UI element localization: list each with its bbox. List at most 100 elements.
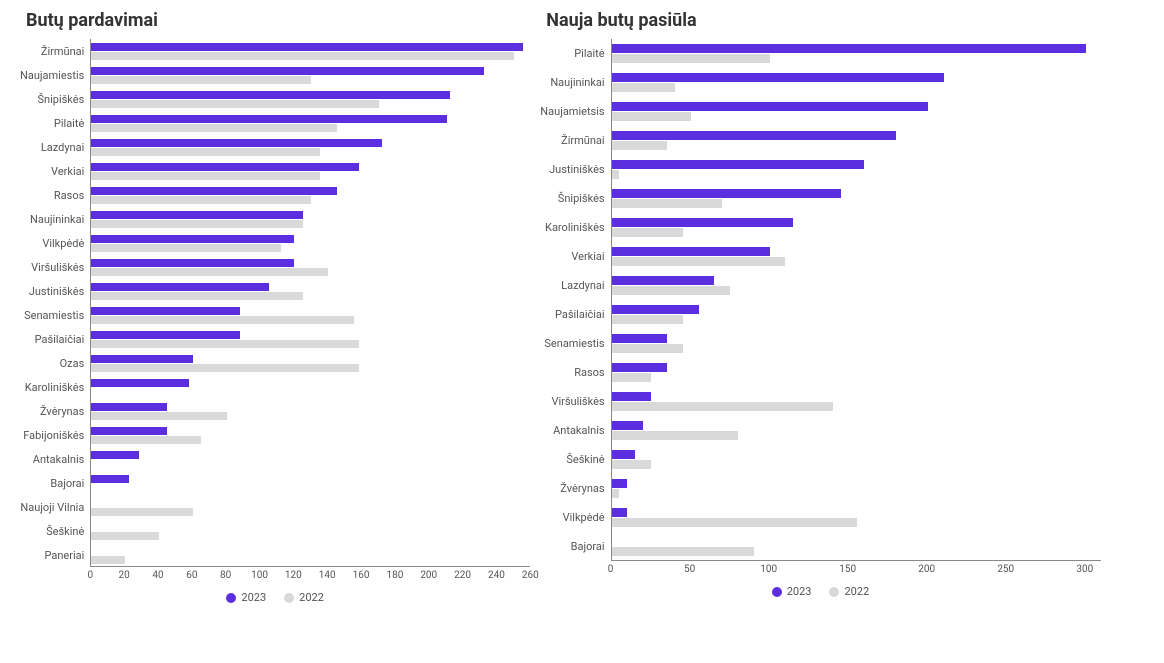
sales-chart-x-tick: 20: [119, 570, 130, 581]
sales-chart-row: [91, 63, 530, 87]
supply-chart-bar-2022: [612, 344, 683, 353]
sales-chart-bar-2022: [91, 436, 201, 444]
supply-chart-bar-2022: [612, 518, 857, 527]
supply-chart-y-label: Pašilaičiai: [540, 300, 604, 329]
supply-chart-bar-2023: [612, 392, 652, 401]
sales-chart-row: [91, 231, 530, 255]
supply-chart-bar-2023: [612, 73, 944, 82]
sales-chart-bar-2022: [91, 268, 328, 276]
supply-chart-y-label: Vilkpėdė: [540, 503, 604, 532]
swatch-icon: [284, 593, 294, 603]
sales-chart-y-label: Antakalnis: [20, 447, 84, 471]
sales-chart-row: [91, 375, 530, 399]
sales-chart-bar-2022: [91, 340, 358, 348]
supply-chart-bar-2023: [612, 189, 841, 198]
supply-chart-row: [612, 416, 1101, 445]
supply-chart-y-label: Naujamietsis: [540, 97, 604, 126]
supply-chart-y-label: Antakalnis: [540, 416, 604, 445]
supply-chart-bar-2023: [612, 305, 699, 314]
supply-chart-bar-2023: [612, 334, 667, 343]
supply-chart-bar-2023: [612, 276, 715, 285]
supply-chart-bar-2022: [612, 257, 786, 266]
sales-chart-bar-2023: [91, 403, 167, 411]
supply-chart-title: Nauja butų pasiūla: [540, 10, 1100, 31]
supply-chart-row: [612, 271, 1101, 300]
supply-chart-bar-2022: [612, 199, 723, 208]
supply-chart-bar-2022: [612, 547, 754, 556]
supply-chart-bar-2023: [612, 363, 667, 372]
sales-chart-row: [91, 87, 530, 111]
sales-chart-bar-2023: [91, 91, 450, 99]
supply-chart-bar-2023: [612, 131, 897, 140]
sales-chart-y-label: Senamiestis: [20, 303, 84, 327]
sales-chart-bar-2022: [91, 148, 319, 156]
supply-chart-x-tick: 0: [608, 564, 614, 575]
sales-chart-bar-2023: [91, 115, 446, 123]
supply-chart-panel: Nauja butų pasiūla PilaitėNaujininkaiNauj…: [540, 10, 1100, 604]
supply-chart-bar-2023: [612, 450, 636, 459]
supply-chart-y-label: Žirmūnai: [540, 126, 604, 155]
supply-chart-bar-2022: [612, 373, 652, 382]
supply-chart-x-tick: 100: [760, 564, 777, 575]
sales-chart-title: Butų pardavimai: [20, 10, 530, 31]
supply-chart-row: [612, 329, 1101, 358]
supply-chart-row: [612, 242, 1101, 271]
supply-chart-row: [612, 97, 1101, 126]
sales-chart-row: [91, 543, 530, 567]
sales-chart-row: [91, 351, 530, 375]
supply-chart-bar-2022: [612, 228, 683, 237]
sales-chart-bar-2023: [91, 451, 138, 459]
supply-chart-x-tick: 300: [1076, 564, 1093, 575]
sales-chart-row: [91, 495, 530, 519]
sales-chart-bar-2023: [91, 163, 358, 171]
supply-chart-y-label: Bajorai: [540, 532, 604, 561]
sales-chart-bar-2023: [91, 355, 193, 363]
sales-chart-bar-2023: [91, 43, 523, 51]
sales-chart-row: [91, 447, 530, 471]
supply-chart-y-label: Viršuliškės: [540, 387, 604, 416]
sales-chart-x-tick: 120: [285, 570, 302, 581]
supply-chart-row: [612, 213, 1101, 242]
sales-chart-bar-2022: [91, 316, 353, 324]
sales-chart-row: [91, 159, 530, 183]
sales-chart-bar-2023: [91, 211, 303, 219]
supply-chart-legend: 20232022: [540, 585, 1100, 598]
sales-chart-row: [91, 255, 530, 279]
supply-chart-row: [612, 126, 1101, 155]
supply-chart-y-label: Pilaitė: [540, 39, 604, 68]
supply-chart-bar-2023: [612, 247, 770, 256]
sales-chart-y-label: Viršuliškės: [20, 255, 84, 279]
supply-chart-row: [612, 155, 1101, 184]
sales-chart-bar-2022: [91, 172, 319, 180]
charts-container: Butų pardavimaiŽirmūnaiNaujamiestisŠnipi…: [0, 0, 1164, 604]
sales-chart-x-tick: 140: [319, 570, 336, 581]
supply-chart-y-label: Naujininkai: [540, 68, 604, 97]
sales-chart-row: [91, 207, 530, 231]
supply-chart-x-tick: 150: [839, 564, 856, 575]
sales-chart-bar-2022: [91, 532, 159, 540]
supply-chart-bar-2022: [612, 141, 667, 150]
swatch-icon: [772, 587, 782, 597]
sales-chart-x-tick: 40: [152, 570, 163, 581]
sales-chart-bar-2022: [91, 124, 336, 132]
supply-chart-bar-2022: [612, 431, 738, 440]
sales-chart-y-label: Rasos: [20, 183, 84, 207]
swatch-icon: [829, 587, 839, 597]
sales-chart-row: [91, 327, 530, 351]
sales-chart-row: [91, 519, 530, 543]
supply-chart-plot: [611, 39, 1101, 561]
supply-chart-y-label: Rasos: [540, 358, 604, 387]
supply-chart-row: [612, 184, 1101, 213]
supply-chart-x-tick: 250: [997, 564, 1014, 575]
sales-chart-bar-2023: [91, 379, 189, 387]
sales-chart-x-tick: 160: [353, 570, 370, 581]
supply-chart-y-label: Žvėrynas: [540, 474, 604, 503]
legend-label: 2023: [241, 591, 266, 604]
sales-chart-bar-2022: [91, 364, 358, 372]
sales-chart-x-tick: 260: [522, 570, 539, 581]
sales-chart-row: [91, 303, 530, 327]
supply-chart-bar-2022: [612, 286, 731, 295]
sales-chart-x-tick: 240: [488, 570, 505, 581]
sales-chart-row: [91, 39, 530, 63]
supply-chart-bar-2022: [612, 315, 683, 324]
